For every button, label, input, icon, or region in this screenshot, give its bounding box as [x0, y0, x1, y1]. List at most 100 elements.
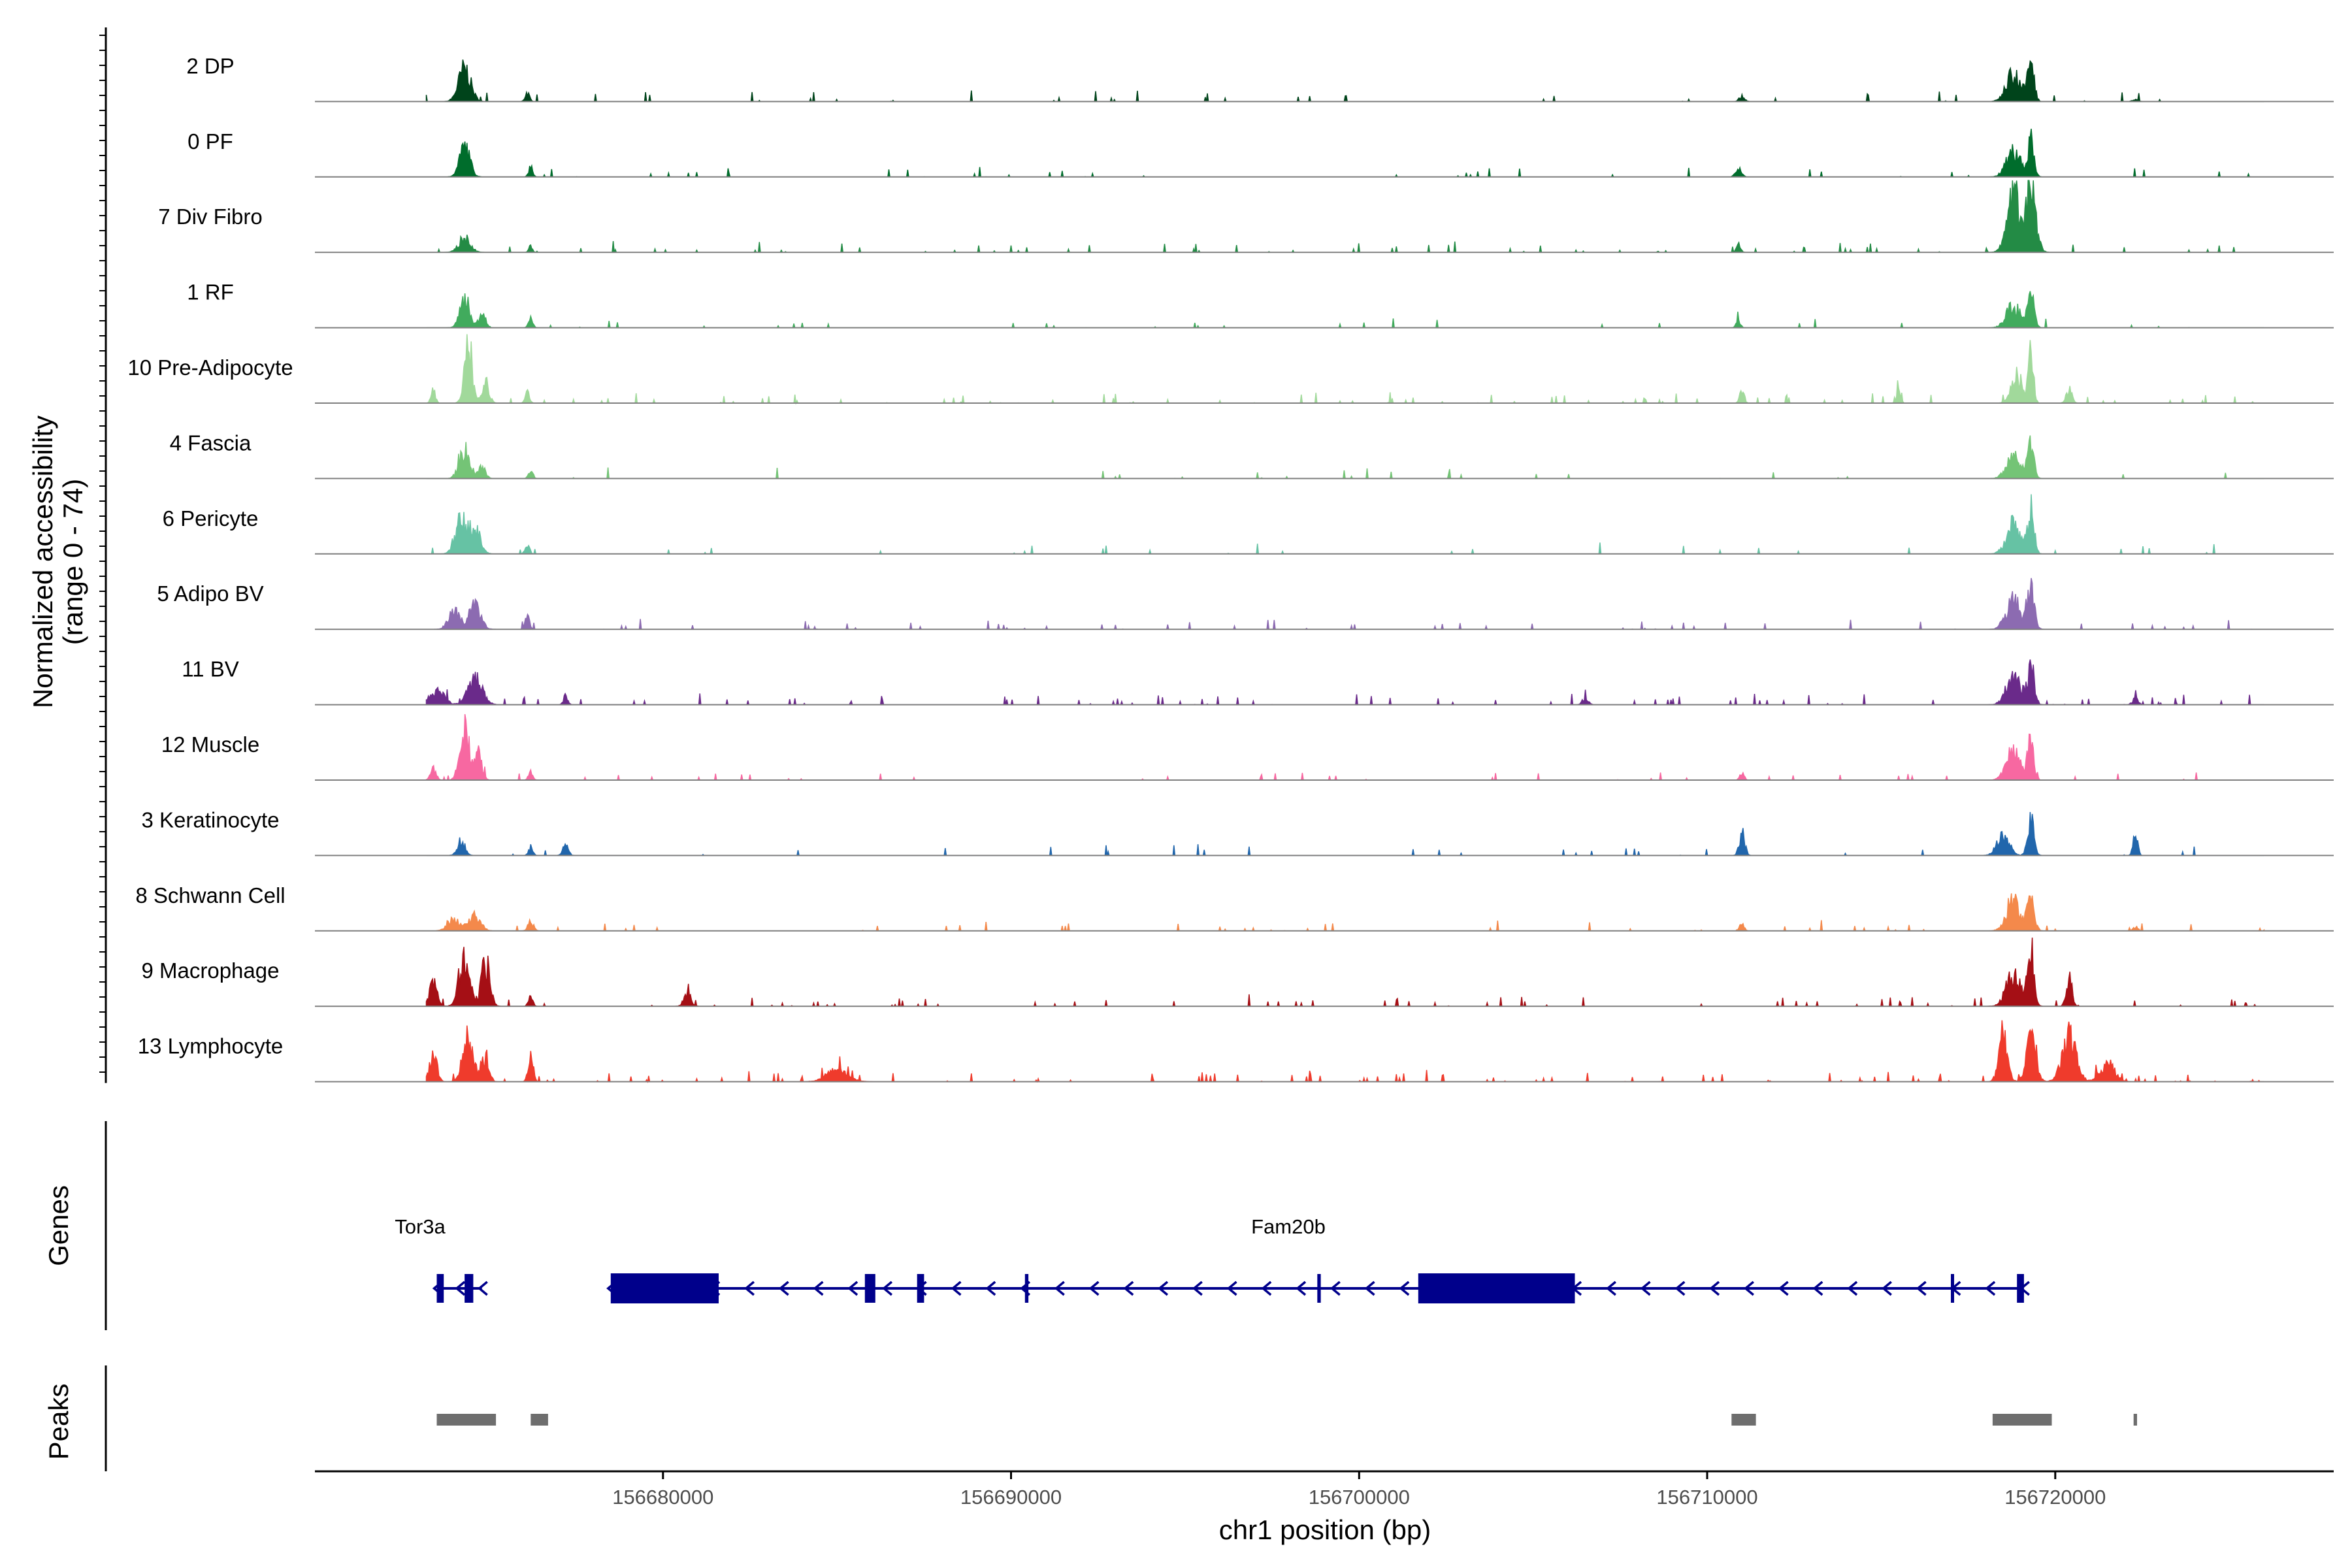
track-label: 4 Fascia	[170, 431, 252, 455]
track-9: 11 BV	[182, 657, 2334, 706]
strand-chevron	[1054, 1281, 1065, 1296]
coverage-area	[425, 1020, 2264, 1083]
x-axis: 156680000 156690000 156700000 156710000 1567…	[99, 27, 2334, 1509]
track-8: 5 Adipo BV	[157, 578, 2334, 630]
genes-panel: Tor3a Fam20b	[105, 1121, 2030, 1330]
strand-chevron	[1985, 1281, 1996, 1296]
strand-chevron	[1744, 1281, 1754, 1296]
coverage-area	[426, 129, 2264, 178]
gene-exon	[465, 1274, 474, 1303]
coverage-area	[426, 578, 2264, 630]
strand-chevron	[744, 1281, 755, 1296]
track-4: 1 RF	[187, 280, 2334, 329]
coverage-tracks: 2 DP 0 PF 7 Div Fibro 1 RF 10 Pre-Adipocyte 4…	[127, 54, 2334, 1083]
gene-exon	[436, 1274, 444, 1303]
track-14: 13 Lymphocyte	[138, 1020, 2334, 1083]
strand-chevron	[1364, 1281, 1375, 1296]
gene-exon	[1317, 1274, 1321, 1303]
y-axis-title-line1: Normalized accessibility	[27, 416, 58, 708]
track-6: 4 Fascia	[170, 431, 2334, 480]
track-label: 2 DP	[186, 54, 234, 78]
gene-exon	[2017, 1274, 2024, 1303]
strand-chevron	[951, 1281, 962, 1296]
coverage-area	[426, 435, 2264, 480]
strand-chevron	[1226, 1281, 1237, 1296]
track-12: 8 Schwann Cell	[135, 883, 2334, 932]
track-5: 10 Pre-Adipocyte	[127, 334, 2334, 405]
peak-region	[436, 1414, 497, 1426]
x-tick-label: 156700000	[1309, 1486, 1410, 1509]
x-tick-label: 156720000	[2004, 1486, 2106, 1509]
strand-chevron	[1123, 1281, 1134, 1296]
strand-chevron	[1261, 1281, 1272, 1296]
strand-chevron	[882, 1281, 893, 1296]
strand-chevron	[1330, 1281, 1341, 1296]
track-label: 12 Muscle	[161, 732, 259, 757]
strand-chevron	[847, 1281, 858, 1296]
coverage-area	[426, 811, 2264, 857]
x-tick-label: 156710000	[1656, 1486, 1757, 1509]
gene-exon	[1024, 1274, 1029, 1303]
strand-chevron	[1192, 1281, 1203, 1296]
coverage-area	[426, 494, 2264, 555]
strand-chevron	[1399, 1281, 1410, 1296]
gene-exon	[1418, 1273, 1575, 1303]
gene-exon	[864, 1274, 875, 1303]
strand-chevron	[1640, 1281, 1651, 1296]
x-axis-title: chr1 position (bp)	[1219, 1514, 1431, 1545]
x-tick-label: 156680000	[612, 1486, 713, 1509]
coverage-area	[426, 893, 2265, 932]
peak-region	[1731, 1414, 1756, 1426]
strand-chevron	[1158, 1281, 1169, 1296]
track-label: 13 Lymphocyte	[138, 1034, 284, 1058]
track-label: 7 Div Fibro	[158, 204, 263, 229]
track-label: 9 Macrophage	[142, 958, 280, 983]
track-label: 1 RF	[187, 280, 234, 304]
gene-label: Tor3a	[395, 1215, 446, 1238]
track-label: 5 Adipo BV	[157, 581, 263, 606]
track-10: 12 Muscle	[161, 713, 2334, 781]
strand-chevron	[813, 1281, 824, 1296]
peaks-panel	[105, 1365, 2137, 1471]
track-1: 2 DP	[186, 54, 2334, 103]
track-label: 8 Schwann Cell	[135, 883, 285, 907]
coverage-area	[425, 59, 2264, 103]
peak-region	[2133, 1414, 2137, 1426]
track-7: 6 Pericyte	[163, 494, 2334, 555]
gene-label: Fam20b	[1251, 1215, 1326, 1238]
coverage-area	[426, 291, 2264, 329]
strand-chevron	[985, 1281, 996, 1296]
track-label: 3 Keratinocyte	[142, 808, 280, 832]
coverage-area	[425, 334, 2264, 405]
track-label: 11 BV	[182, 657, 238, 681]
strand-chevron	[1916, 1281, 1927, 1296]
gene-exon	[610, 1273, 719, 1303]
strand-chevron	[1296, 1281, 1307, 1296]
track-13: 9 Macrophage	[142, 938, 2334, 1007]
x-tick-label: 156690000	[960, 1486, 1062, 1509]
strand-chevron	[1882, 1281, 1892, 1296]
strand-chevron	[1709, 1281, 1720, 1296]
coverage-area	[425, 659, 2264, 706]
gene-exon	[917, 1274, 924, 1303]
coverage-area	[426, 180, 2264, 253]
gene-tor3a: Tor3a	[395, 1215, 488, 1303]
track-2: 0 PF	[188, 129, 2334, 178]
gene-exon	[1951, 1274, 1954, 1303]
peak-region	[531, 1414, 548, 1426]
y-axis-title-line2: (range 0 - 74)	[57, 479, 88, 645]
track-11: 3 Keratinocyte	[142, 808, 2334, 857]
strand-chevron	[1088, 1281, 1100, 1296]
strand-chevron	[1674, 1281, 1686, 1296]
coverage-area	[425, 938, 2264, 1007]
strand-chevron	[1606, 1281, 1616, 1296]
strand-chevron	[1812, 1281, 1823, 1296]
track-label: 6 Pericyte	[163, 506, 259, 531]
coverage-area	[425, 713, 2264, 781]
peaks-panel-title: Peaks	[43, 1384, 74, 1460]
track-label: 0 PF	[188, 129, 233, 154]
strand-chevron	[1778, 1281, 1789, 1296]
strand-chevron	[778, 1281, 789, 1296]
track-label: 10 Pre-Adipocyte	[127, 355, 293, 380]
